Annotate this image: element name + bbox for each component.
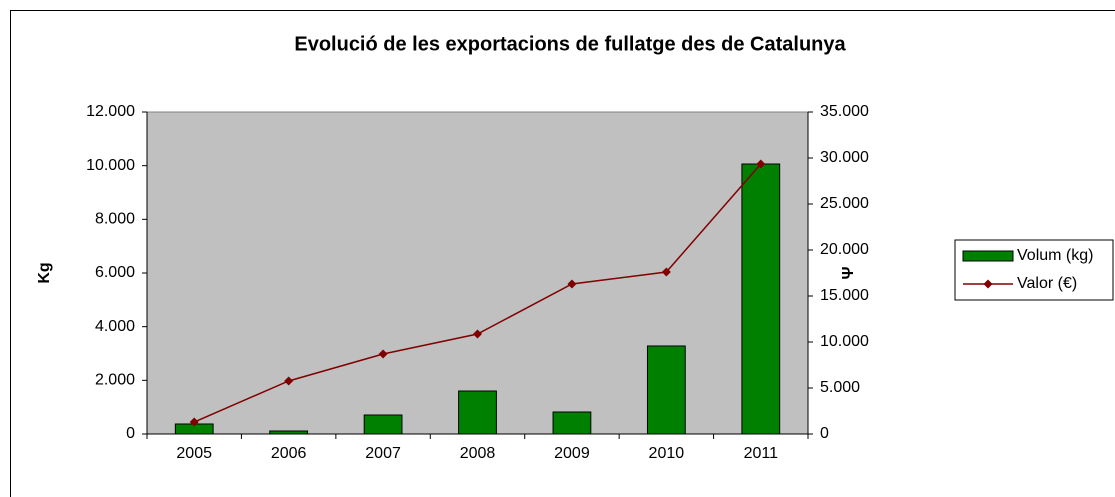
legend-marker [983,279,993,289]
x-tick-label: 2005 [176,445,212,462]
legend-swatch [962,250,1014,262]
bar [646,345,686,435]
y-tick-label: 12.000 [86,103,135,120]
x-tick-label: 2009 [554,445,590,462]
bar [552,411,592,435]
y2-tick-label: 25.000 [820,195,869,212]
y-tick-label: 6.000 [95,264,135,281]
y-axis-label: Kg [36,262,53,283]
line-marker [473,329,482,339]
x-tick-label: 2010 [649,445,685,462]
line-marker [567,279,577,289]
legend-label: Volum (kg) [1017,247,1093,264]
y-tick-label: 8.000 [95,211,135,228]
y2-tick-label: 30.000 [820,149,869,166]
x-tick-label: 2008 [460,445,496,462]
bar [458,390,497,435]
y2-tick-label: 10.000 [820,333,869,350]
bar [741,163,781,435]
legend-box [954,239,1114,301]
legend-label: Valor (€) [1017,275,1077,292]
bar [363,414,403,435]
line-marker [284,376,294,386]
x-tick-label: 2007 [365,445,401,462]
line-marker [756,159,766,169]
plot-area [146,111,809,435]
y-tick-label: 2.000 [95,372,135,389]
y2-tick-label: 20.000 [820,241,869,258]
line-marker [189,417,199,427]
y2-tick-label: 0 [820,425,829,442]
y-tick-label: 0 [126,425,135,442]
y2-axis-label: Ψ [840,266,857,279]
line-marker [661,267,671,277]
bar [269,430,309,435]
y2-tick-label: 35.000 [820,103,869,120]
y2-tick-label: 5.000 [820,379,860,396]
chart-title: Evolució de les exportacions de fullatge… [294,33,846,55]
y-tick-label: 4.000 [95,318,135,335]
y2-tick-label: 15.000 [820,287,869,304]
x-tick-label: 2006 [271,445,307,462]
y-tick-label: 10.000 [86,157,135,174]
x-tick-label: 2011 [744,445,779,462]
line-marker [378,349,388,359]
